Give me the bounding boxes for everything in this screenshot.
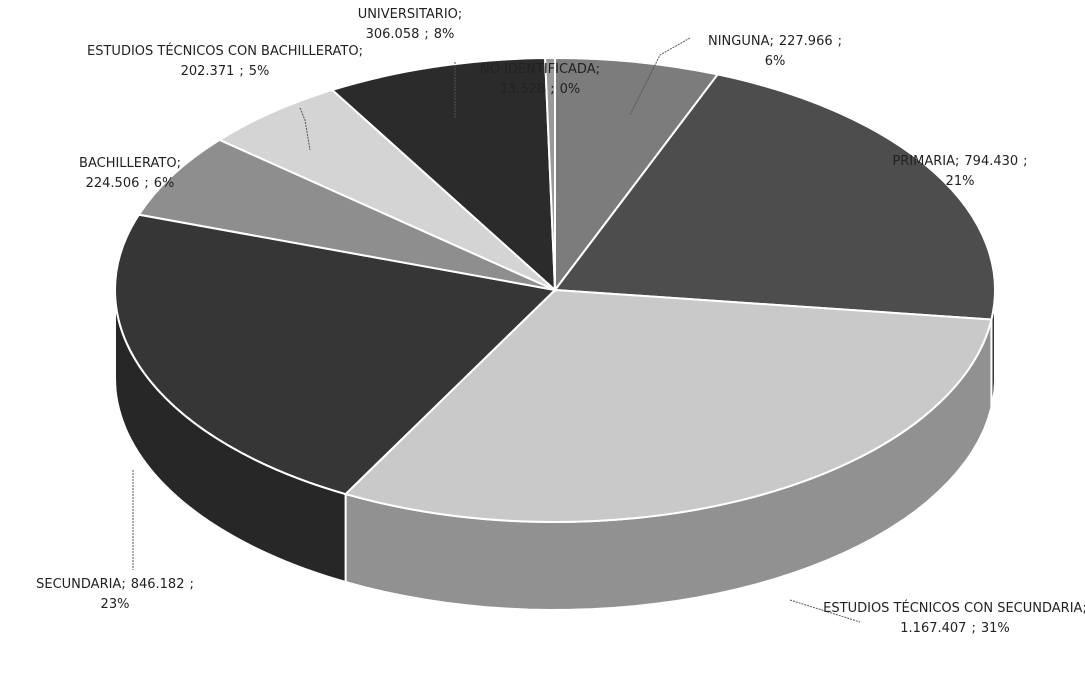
data-label: 13.528; 0% (500, 82, 581, 97)
data-label: UNIVERSITARIO; (358, 7, 463, 22)
data-label: 224.506; 6% (86, 176, 175, 191)
leader-line (629, 37, 691, 116)
label-part: ; (359, 44, 363, 59)
label-part: 202.371 (181, 64, 235, 79)
label-part: ; (1082, 601, 1085, 616)
data-label: ESTUDIOS TÉCNICOS CON SECUNDARIA; (823, 600, 1085, 616)
label-part: UNIVERSITARIO (358, 7, 458, 22)
label-part: 0% (560, 82, 581, 97)
data-label: NINGUNA; 227.966; (708, 34, 842, 49)
label-part: ; (955, 154, 959, 169)
label-part: ; (1023, 154, 1027, 169)
label-part: BACHILLERATO (79, 156, 177, 171)
label-part: 5% (249, 64, 270, 79)
data-label: BACHILLERATO; (79, 156, 181, 171)
label-part: ; (838, 34, 842, 49)
slice (553, 73, 996, 321)
label-part: ; (177, 156, 181, 171)
label-part: ; (121, 577, 125, 592)
slice (554, 56, 720, 293)
data-label: 21% (946, 174, 975, 189)
data-label: 6% (765, 54, 786, 69)
label-part: SECUNDARIA (36, 577, 121, 592)
label-part: ; (239, 64, 243, 79)
label-part: 21% (946, 174, 975, 189)
label-part: 1.167.407 (900, 621, 966, 636)
data-label: ESTUDIOS TÉCNICOS CON BACHILLERATO; (87, 43, 363, 59)
label-part: ; (458, 7, 462, 22)
label-part: ; (550, 82, 554, 97)
label-part: 224.506 (86, 176, 140, 191)
label-part: NINGUNA (708, 34, 770, 49)
label-part: ; (971, 621, 975, 636)
label-part: 6% (765, 54, 786, 69)
label-part: ; (144, 176, 148, 191)
slice (217, 88, 556, 291)
label-part: ESTUDIOS TÉCNICOS CON SECUNDARIA (823, 600, 1082, 616)
label-part: ; (189, 577, 193, 592)
label-part: 6% (154, 176, 175, 191)
label-part: 227.966 (779, 34, 833, 49)
label-part: 23% (101, 597, 130, 612)
data-label: SECUNDARIA; 846.182; (36, 577, 194, 592)
data-label: 202.371; 5% (181, 64, 270, 79)
slice (544, 56, 556, 291)
labels: NINGUNA; 227.966 ;6%PRIMARIA; 794.430 ;21%ES… (36, 7, 1085, 636)
label-part: ESTUDIOS TÉCNICOS CON BACHILLERATO (87, 43, 359, 59)
slice (114, 213, 558, 496)
leader-line (299, 107, 311, 151)
label-part: PRIMARIA (892, 154, 955, 169)
data-label: PRIMARIA; 794.430; (892, 154, 1027, 169)
label-part: 8% (434, 27, 455, 42)
data-label: 1.167.407; 31% (900, 621, 1009, 636)
label-part: ; (596, 62, 600, 77)
label-part: 31% (981, 621, 1010, 636)
leader-line (789, 599, 861, 623)
label-part: ; (769, 34, 773, 49)
label-part: ; (424, 27, 428, 42)
data-label: NO IDENTIFICADA; (480, 62, 600, 77)
label-part: NO IDENTIFICADA (480, 62, 596, 77)
label-part: 13.528 (500, 82, 546, 97)
label-part: 794.430 (964, 154, 1018, 169)
data-label: 306.058; 8% (366, 27, 455, 42)
label-part: 846.182 (131, 577, 185, 592)
slice (343, 288, 993, 523)
label-part: 306.058 (366, 27, 420, 42)
slice (137, 138, 556, 291)
leader-lines (132, 37, 861, 623)
slice (330, 57, 557, 293)
pie-tops (114, 56, 996, 523)
data-label: 23% (101, 597, 130, 612)
